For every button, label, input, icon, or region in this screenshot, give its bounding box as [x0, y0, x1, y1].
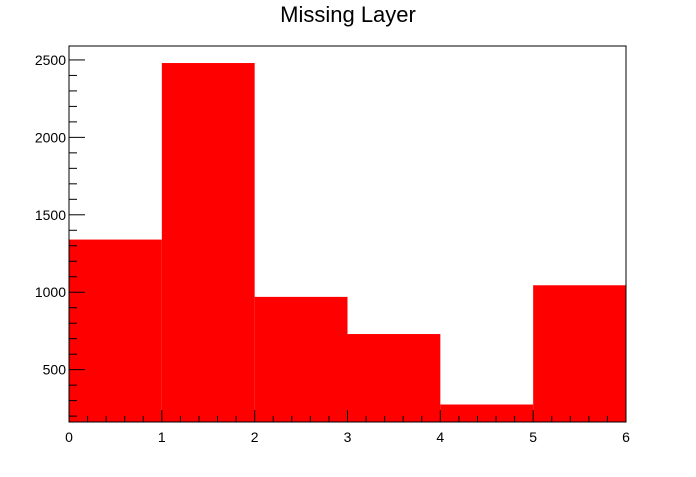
chart-title: Missing Layer [280, 2, 416, 27]
y-tick-label: 2000 [35, 129, 66, 145]
x-tick-label: 2 [251, 429, 259, 445]
x-tick-label: 1 [158, 429, 166, 445]
y-tick-label: 1000 [35, 284, 66, 300]
histogram-bar-3 [347, 334, 441, 422]
histogram-bar-1 [161, 63, 255, 422]
histogram-bar-2 [254, 296, 348, 422]
histogram-bar-5 [533, 285, 626, 422]
x-tick-label: 6 [622, 429, 630, 445]
y-tick-label: 500 [43, 362, 67, 378]
x-tick-label: 5 [529, 429, 537, 445]
x-tick-label: 4 [436, 429, 444, 445]
x-tick-label: 3 [344, 429, 352, 445]
bars-layer [69, 63, 626, 422]
y-tick-label: 1500 [35, 207, 66, 223]
axes-layer: 500 1000 1500 2000 2500 0 1 2 3 4 5 6 [35, 52, 630, 445]
x-tick-label: 0 [65, 429, 73, 445]
plot-frame [68, 45, 627, 423]
y-tick-label: 2500 [35, 52, 66, 68]
histogram-bar-0 [69, 239, 162, 422]
histogram-bar-4 [440, 404, 534, 422]
